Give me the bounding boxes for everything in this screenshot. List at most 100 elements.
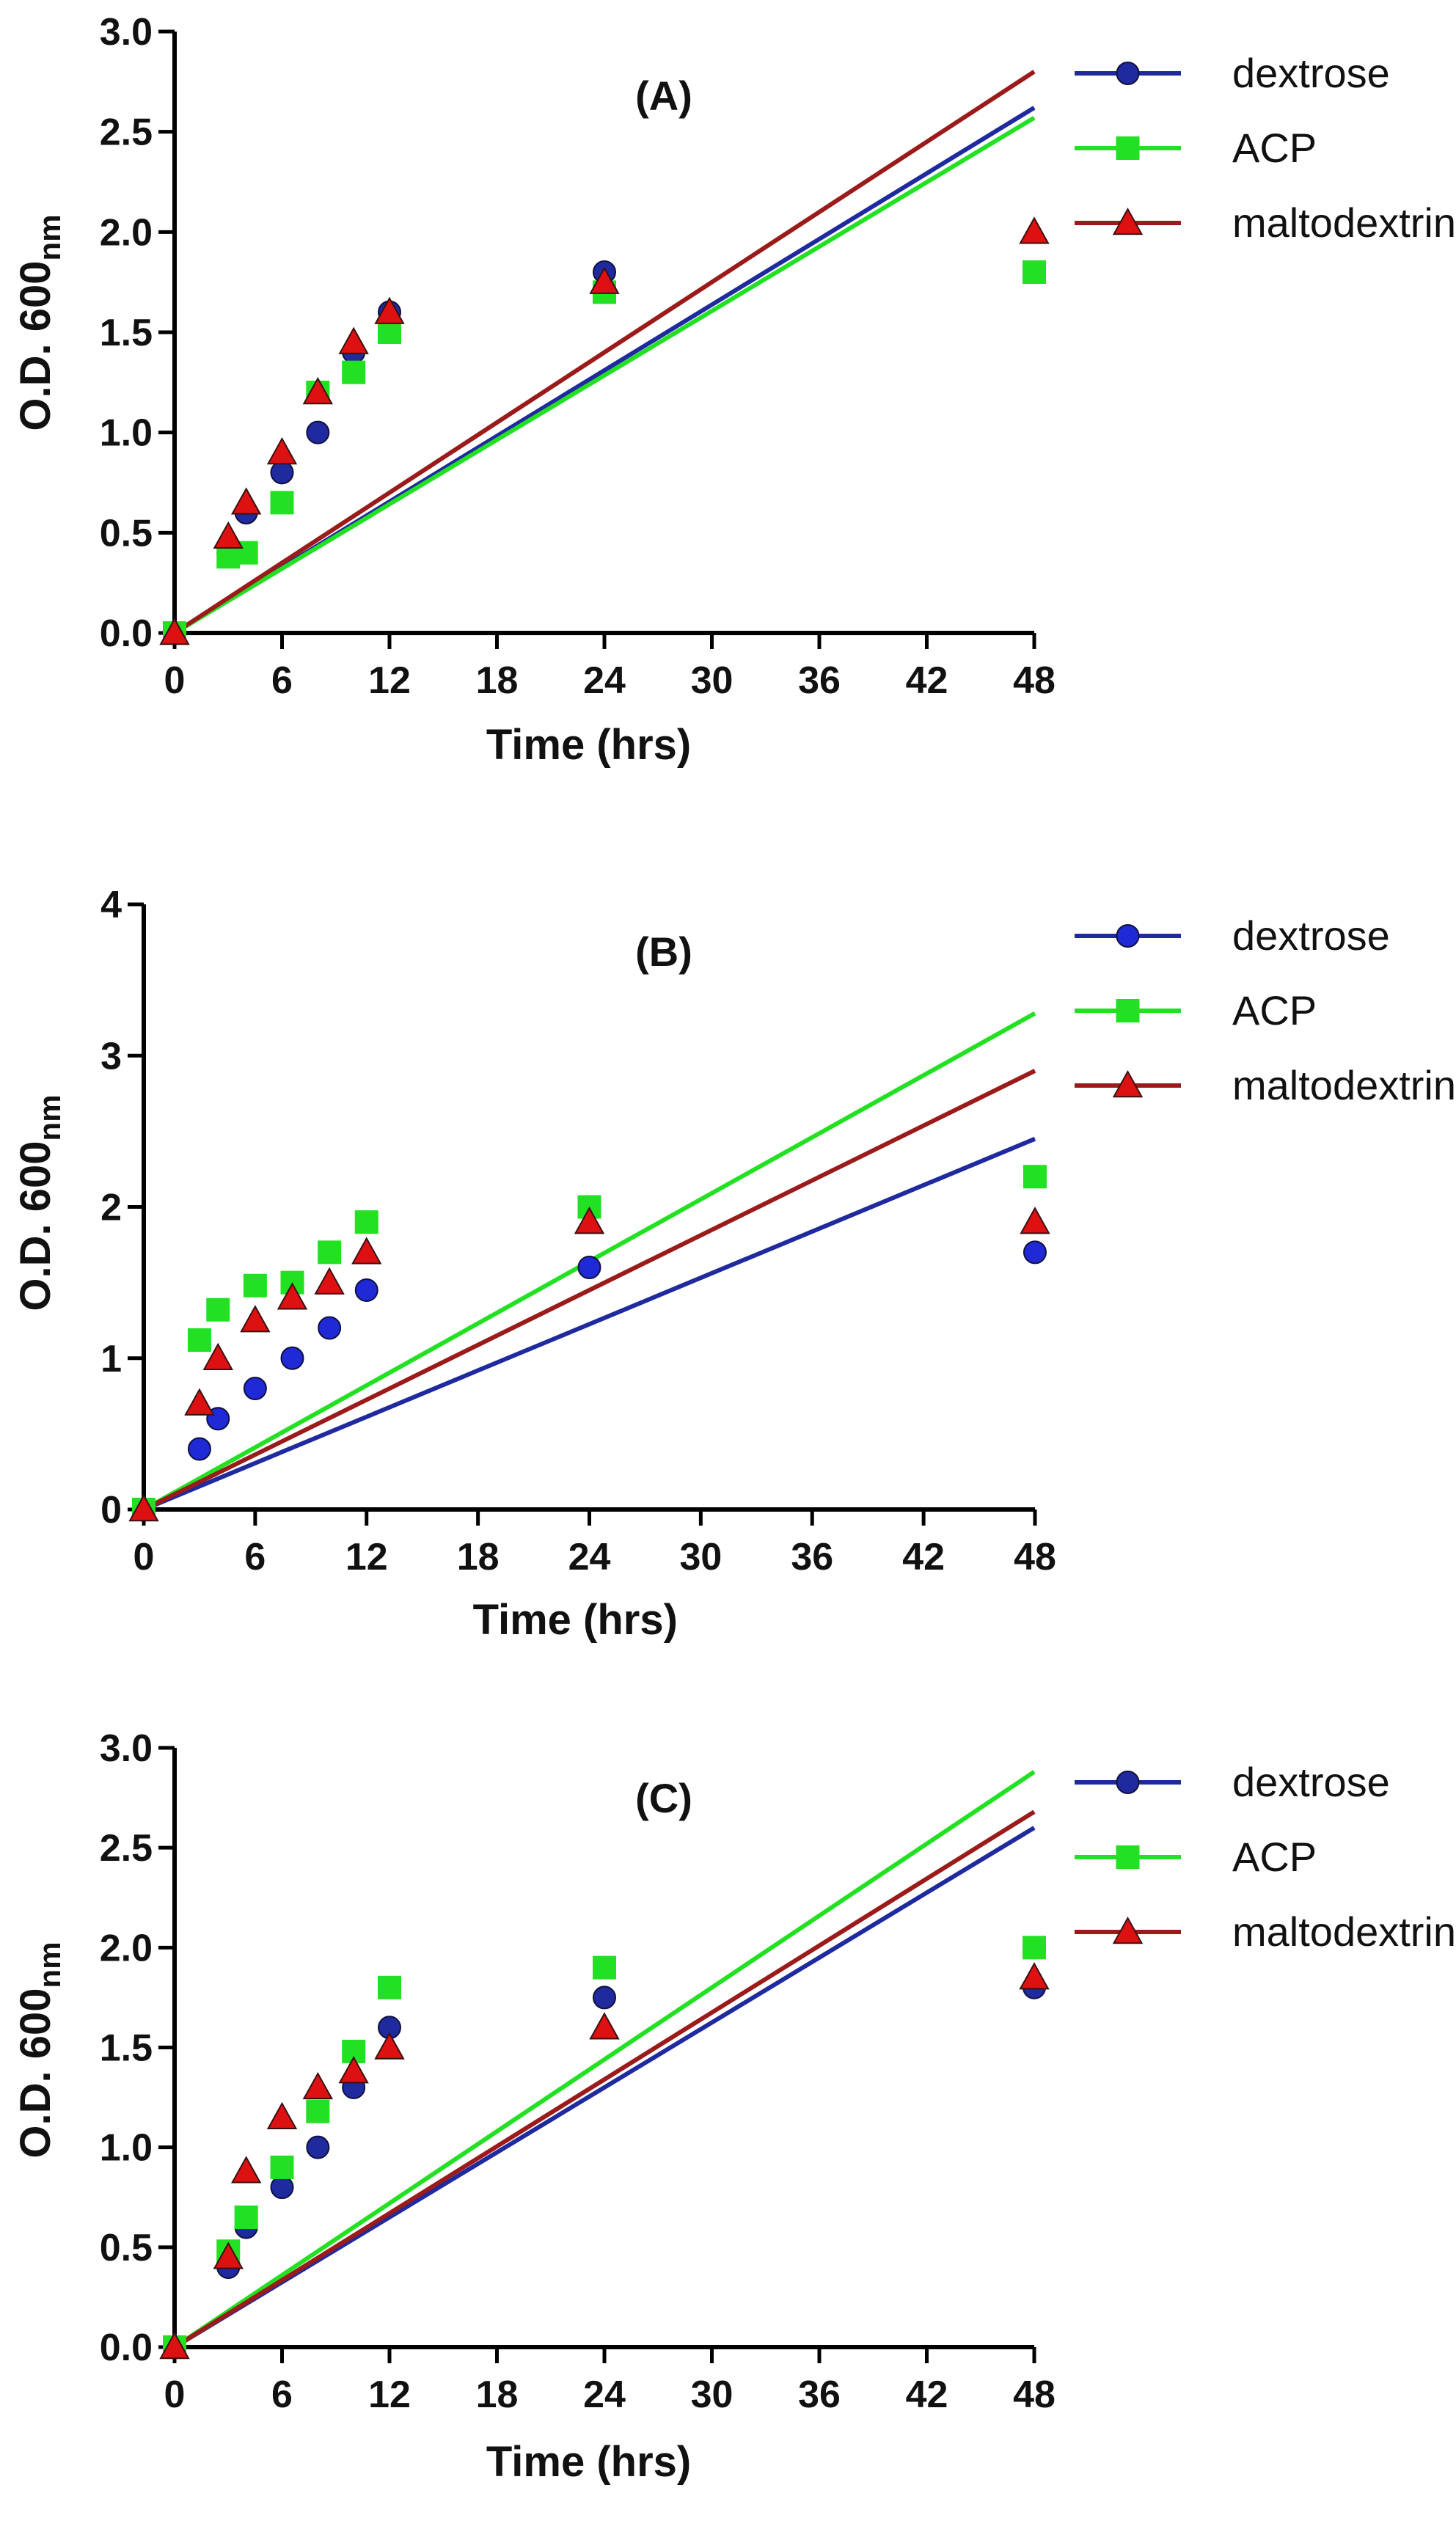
x-tick-label: 12 <box>345 1536 388 1578</box>
data-point <box>271 461 293 483</box>
data-point <box>356 1279 378 1301</box>
series-dextrose <box>164 261 1045 644</box>
data-point <box>355 1210 378 1234</box>
x-tick-label: 30 <box>691 659 734 702</box>
legend-label: ACP <box>1232 987 1317 1033</box>
data-point <box>235 2206 258 2229</box>
x-tick-label: 24 <box>583 659 626 702</box>
data-point <box>590 2013 618 2038</box>
fit-line-maltodextrin <box>175 1812 1034 2347</box>
panel-title: (B) <box>635 929 692 975</box>
data-point <box>340 329 367 354</box>
y-tick-label: 2.0 <box>100 1927 153 1969</box>
data-point <box>268 2104 296 2129</box>
y-tick-label: 0 <box>100 1489 122 1531</box>
data-point <box>186 1390 213 1415</box>
chart-panel-c: 0 6 12 18 24 30 36 42 480.00.51.01.52.02.53.0Tim… <box>12 1727 1456 2486</box>
legend-marker <box>1116 136 1140 160</box>
y-tick-label: 3 <box>100 1035 122 1077</box>
x-tick-label: 36 <box>798 2374 841 2416</box>
x-tick-label: 6 <box>271 659 293 702</box>
legend-label: maltodextrin <box>1232 1908 1456 1955</box>
y-tick-label: 0.0 <box>100 2327 153 2369</box>
data-point <box>282 1347 304 1369</box>
data-point <box>1023 260 1046 284</box>
legend-label: ACP <box>1232 125 1317 171</box>
data-point <box>206 1298 230 1322</box>
y-tick-label: 3.0 <box>100 1727 153 1770</box>
y-tick-label: 2.5 <box>100 1827 153 1870</box>
data-point <box>214 523 242 548</box>
y-tick-label: 2 <box>100 1187 122 1229</box>
x-tick-label: 0 <box>164 659 186 702</box>
fit-line-maltodextrin <box>144 1071 1035 1509</box>
data-point <box>376 2034 403 2059</box>
data-point <box>271 2156 294 2179</box>
data-point <box>342 361 365 384</box>
data-point <box>189 1438 211 1460</box>
data-point <box>1023 1936 1046 1959</box>
x-tick-label: 24 <box>568 1536 611 1578</box>
x-tick-label: 30 <box>691 2374 734 2416</box>
data-point <box>1024 1241 1046 1263</box>
x-tick-label: 36 <box>798 659 841 702</box>
data-point <box>1023 1165 1047 1188</box>
data-point <box>378 1976 401 1999</box>
data-point <box>593 1986 615 2008</box>
series-acp <box>163 260 1046 645</box>
data-point <box>1020 218 1048 243</box>
panel-title: (A) <box>635 73 692 119</box>
panel-title: (C) <box>635 1775 692 1821</box>
data-point <box>271 491 294 514</box>
data-point <box>241 1306 269 1331</box>
y-axis-title: O.D. 600nm <box>12 214 67 431</box>
data-point <box>244 1377 266 1399</box>
x-tick-label: 6 <box>244 1536 266 1578</box>
data-point <box>306 2100 329 2123</box>
y-tick-label: 1 <box>100 1338 122 1380</box>
data-point <box>579 1256 601 1278</box>
x-tick-label: 48 <box>1013 2374 1056 2416</box>
data-point <box>271 2176 293 2198</box>
legend-label: maltodextrin <box>1232 1062 1456 1108</box>
x-tick-label: 18 <box>476 2374 519 2416</box>
data-point <box>353 1238 381 1263</box>
legend-label: dextrose <box>1232 1759 1390 1805</box>
y-tick-label: 1.5 <box>100 312 153 354</box>
legend-label: ACP <box>1232 1834 1317 1880</box>
y-tick-label: 0.0 <box>100 612 153 655</box>
fit-line-dextrose <box>144 1139 1035 1509</box>
figure-canvas: 0 6 12 18 24 30 36 42 480.00.51.01.52.02.53.0Tim… <box>0 0 1456 2540</box>
y-axis-title: O.D. 600nm <box>12 1941 67 2158</box>
legend: dextroseACPmaltodextrin <box>1075 912 1456 1108</box>
chart-panel-b: 0 6 12 18 24 30 36 42 4801234Time (hrs)O.D. 600n… <box>12 884 1456 1644</box>
legend-marker <box>1117 62 1139 84</box>
data-point <box>1020 1963 1048 1988</box>
data-point <box>318 1240 341 1264</box>
legend-label: dextrose <box>1232 50 1390 96</box>
y-tick-label: 1.5 <box>100 2027 153 2070</box>
fit-line-maltodextrin <box>175 72 1034 633</box>
x-axis-title: Time (hrs) <box>486 2438 691 2486</box>
x-tick-label: 12 <box>368 659 411 702</box>
y-tick-label: 0.5 <box>100 512 153 555</box>
x-tick-label: 48 <box>1013 659 1056 702</box>
x-tick-label: 0 <box>133 1536 155 1578</box>
legend: dextroseACPmaltodextrin <box>1075 50 1456 246</box>
legend-marker <box>1117 925 1139 947</box>
legend-marker <box>1116 999 1140 1022</box>
y-tick-label: 1.0 <box>100 412 153 455</box>
x-tick-label: 30 <box>679 1536 722 1578</box>
data-point <box>318 1317 340 1339</box>
y-tick-label: 0.5 <box>100 2227 153 2269</box>
legend: dextrose ACP maltodextrin <box>1075 1759 1456 1955</box>
y-axis-title: O.D. 600nm <box>12 1094 67 1311</box>
fit-line-acp <box>175 1772 1034 2347</box>
x-tick-label: 42 <box>902 1536 945 1578</box>
data-point <box>233 2157 260 2182</box>
x-axis-title: Time (hrs) <box>473 1596 678 1644</box>
x-tick-label: 36 <box>791 1536 833 1578</box>
data-point <box>304 2074 332 2098</box>
fit-line-acp <box>175 118 1034 633</box>
chart-panel-a: 0 6 12 18 24 30 36 42 48 0.0 0.5 1.0 1.5 2.0 2.5 3.0 Tim… <box>12 11 1456 769</box>
